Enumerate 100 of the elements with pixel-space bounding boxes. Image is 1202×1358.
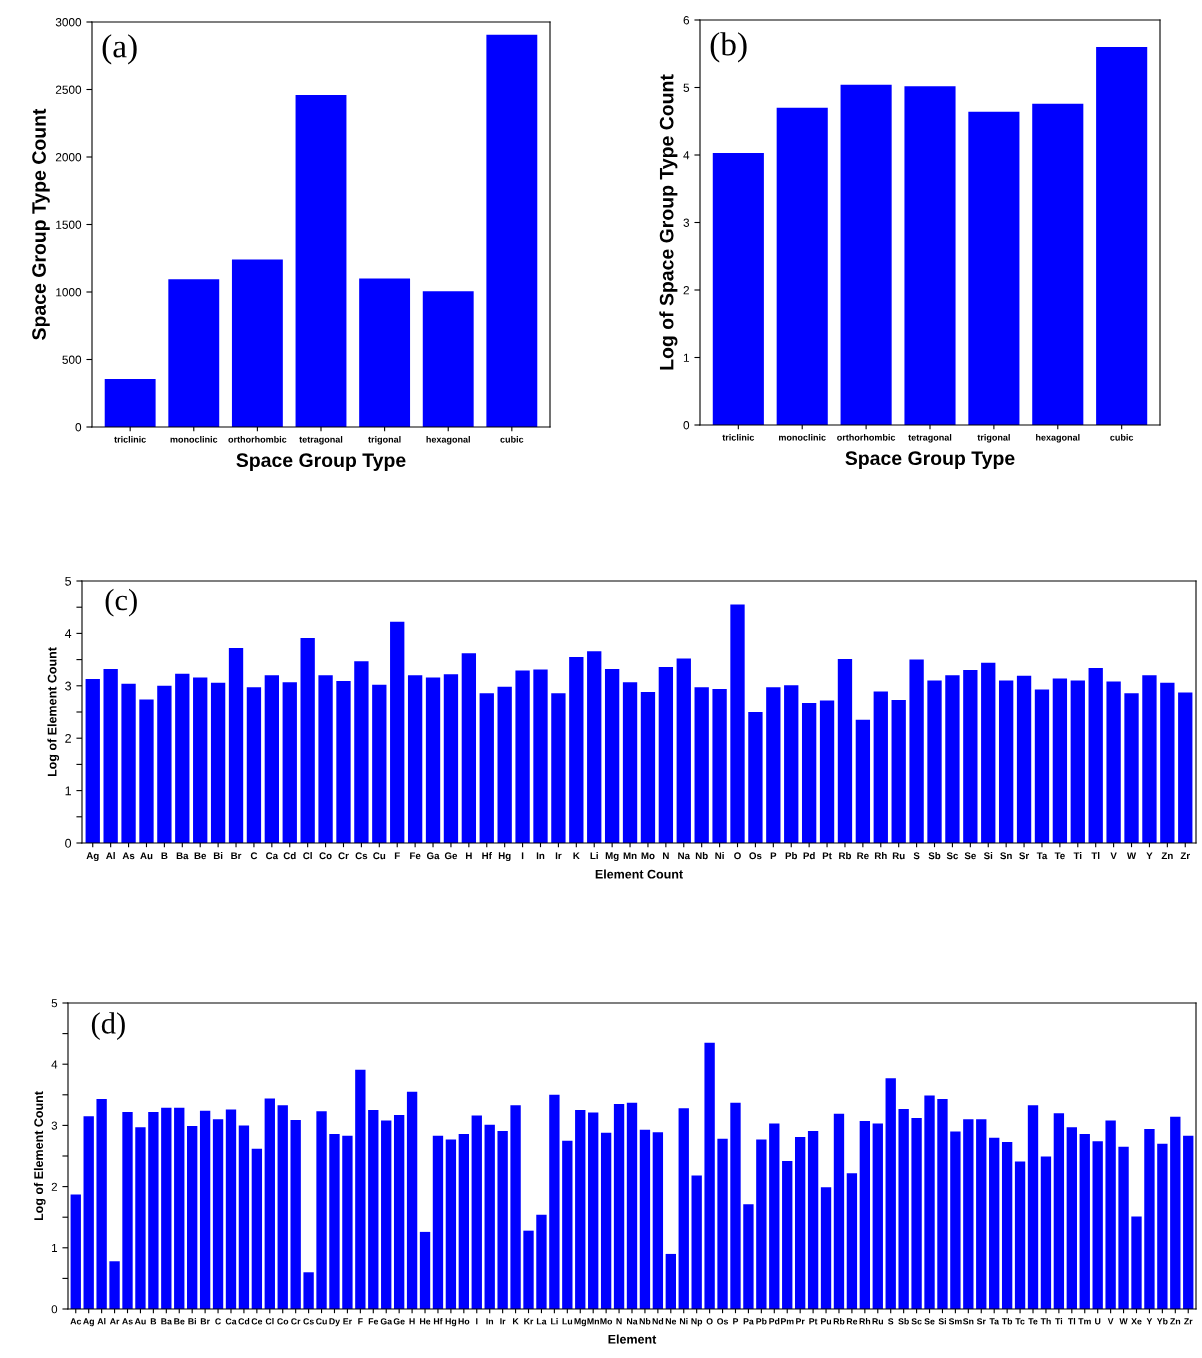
x-tick-label: Au [134, 1318, 146, 1325]
x-tick-label: U [1095, 1318, 1101, 1325]
x-tick-label: Bi [213, 852, 223, 860]
x-tick-label: Pb [785, 852, 798, 860]
bar [523, 1230, 534, 1309]
bar [536, 1214, 547, 1309]
y-tick-label: 1 [52, 1244, 58, 1252]
x-tick-label: Na [626, 1318, 638, 1325]
y-tick-label: 500 [62, 355, 82, 364]
bar [161, 1107, 172, 1309]
x-tick-label: Ti [1055, 1318, 1063, 1325]
x-tick-label: Co [277, 1318, 289, 1325]
bar [945, 675, 960, 843]
x-tick-label: tetragonal [299, 436, 343, 445]
bar [769, 1123, 780, 1309]
bar [458, 1133, 470, 1309]
x-tick-label: Ni [715, 852, 724, 860]
bar [587, 651, 602, 843]
y-tick-label: 5 [683, 83, 690, 92]
x-tick-label: Sr [976, 1318, 986, 1325]
bar [1131, 1216, 1142, 1309]
bar [963, 670, 978, 843]
x-tick-label: S [913, 852, 920, 860]
bar [626, 1102, 638, 1309]
x-tick-label: Kr [524, 1318, 534, 1325]
bar [989, 1137, 1000, 1309]
x-tick-label: Ga [380, 1318, 393, 1325]
bar [600, 1132, 612, 1309]
x-tick-label: Be [174, 1318, 185, 1325]
bar [873, 691, 888, 843]
bar [445, 1139, 457, 1309]
bar [924, 1095, 935, 1309]
bar [963, 1119, 974, 1309]
x-tick-label: Hg [498, 852, 511, 862]
bar [622, 682, 638, 843]
x-tick-label: K [513, 1318, 519, 1325]
x-tick-label: Co [319, 852, 332, 860]
x-tick-label: F [358, 1318, 363, 1325]
bar [103, 669, 118, 843]
bar [139, 699, 154, 843]
bar [295, 94, 347, 427]
bar [282, 682, 297, 843]
bar [743, 1204, 754, 1309]
y-tick-label: 0 [75, 423, 82, 432]
x-tick-label: B [150, 1318, 157, 1325]
x-tick-label: Se [924, 1318, 935, 1325]
x-tick-label: Er [343, 1318, 352, 1325]
bar [471, 1115, 482, 1309]
x-tick-label: B [161, 852, 168, 860]
x-tick-label: C [215, 1318, 221, 1325]
bar [1118, 1146, 1129, 1309]
x-tick-label: Cd [283, 852, 296, 860]
bar [1027, 1105, 1039, 1309]
bar [318, 675, 333, 843]
bar [1157, 1143, 1168, 1309]
bar [497, 686, 512, 843]
bar [807, 1130, 819, 1309]
bar [676, 658, 691, 843]
x-tick-label: Ag [83, 1318, 94, 1327]
x-tick-label: Ta [1036, 852, 1048, 860]
x-tick-label: I [521, 852, 524, 860]
x-tick-label: Ce [251, 1318, 263, 1325]
x-tick-label: He [420, 1318, 431, 1325]
y-tick-label: 2 [683, 286, 689, 295]
x-tick-label: Np [691, 1318, 703, 1327]
bar [756, 1139, 767, 1309]
bar [1142, 675, 1157, 843]
bar [175, 673, 190, 843]
x-tick-label: Yb [1156, 1318, 1168, 1325]
bar [1144, 1129, 1155, 1309]
x-tick-label: Pd [769, 1318, 780, 1325]
bar [604, 669, 620, 843]
x-tick-label: N [616, 1318, 622, 1325]
x-tick-label: Pt [809, 1318, 818, 1325]
bar [1178, 692, 1193, 843]
bar [419, 1231, 431, 1309]
bar [228, 648, 244, 843]
bar [1106, 681, 1121, 843]
y-tick-label: 1 [65, 786, 71, 796]
bar [168, 279, 220, 427]
x-tick-label: Na [678, 852, 691, 860]
x-tick-label: Ac [70, 1318, 82, 1325]
x-tick-label: orthorhombic [228, 436, 287, 443]
bar [998, 680, 1014, 843]
x-tick-label: tetragonal [908, 434, 952, 443]
x-tick-label: N [663, 852, 669, 860]
y-axis-title: Log of Space Group Type Count [659, 74, 678, 370]
annotation: (d) [91, 1012, 125, 1040]
x-tick-label: Cu [373, 852, 386, 860]
bar [96, 1099, 107, 1309]
bar [231, 259, 283, 427]
bar [85, 678, 100, 843]
bar [368, 1110, 379, 1309]
x-tick-label: As [122, 852, 135, 860]
x-tick-label: Hf [482, 852, 492, 860]
bar [264, 675, 280, 843]
y-tick-label: 2500 [55, 85, 82, 94]
y-tick-label: 0 [65, 838, 72, 848]
y-tick-label: 0 [683, 421, 690, 430]
bar [533, 669, 548, 843]
